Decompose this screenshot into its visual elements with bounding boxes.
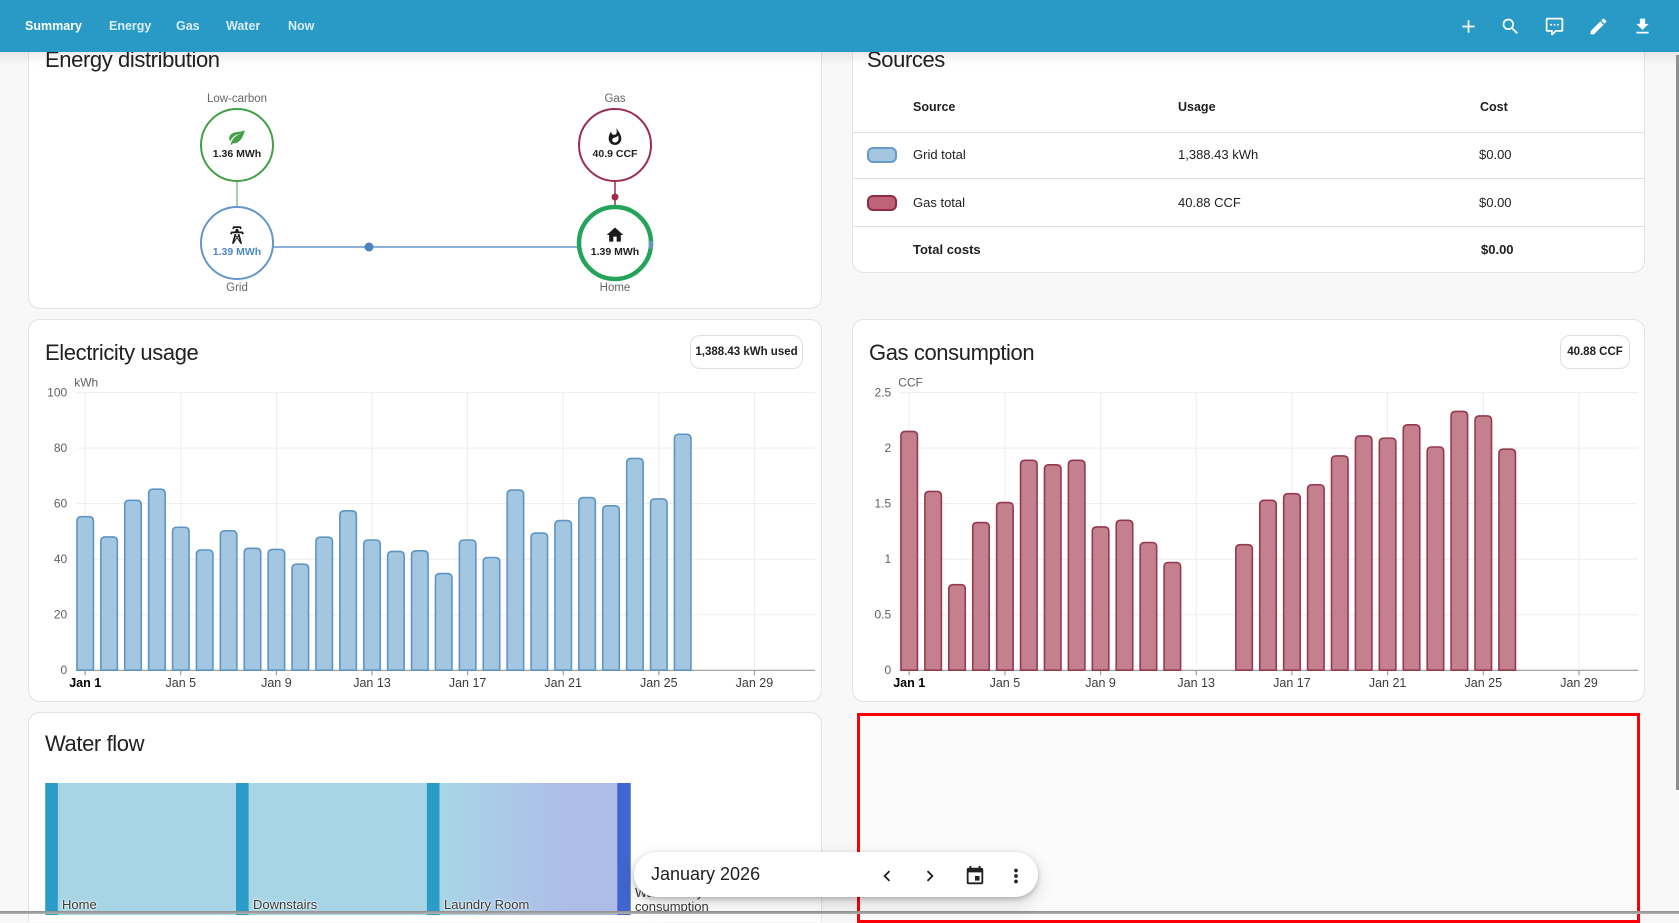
- svg-text:1.39 MWh: 1.39 MWh: [213, 246, 261, 258]
- svg-text:Home: Home: [600, 282, 631, 294]
- svg-text:Low-carbon: Low-carbon: [207, 93, 267, 105]
- svg-text:Grid: Grid: [226, 282, 248, 294]
- svg-text:80: 80: [54, 441, 68, 455]
- svg-text:Jan 1: Jan 1: [893, 676, 925, 690]
- svg-text:Jan 21: Jan 21: [544, 676, 582, 690]
- svg-text:1.5: 1.5: [875, 497, 892, 511]
- svg-text:Jan 29: Jan 29: [736, 676, 774, 690]
- svg-text:100: 100: [47, 386, 67, 400]
- svg-text:Jan 5: Jan 5: [166, 676, 197, 690]
- svg-text:1.36 MWh: 1.36 MWh: [213, 148, 261, 160]
- svg-text:Jan 9: Jan 9: [1085, 676, 1116, 690]
- svg-text:1.39 MWh: 1.39 MWh: [591, 246, 639, 258]
- svg-text:Jan 21: Jan 21: [1369, 676, 1407, 690]
- svg-text:Jan 9: Jan 9: [261, 676, 292, 690]
- svg-text:kWh: kWh: [74, 376, 98, 390]
- svg-text:Jan 25: Jan 25: [1465, 676, 1503, 690]
- svg-text:Jan 13: Jan 13: [353, 676, 391, 690]
- svg-text:Jan 29: Jan 29: [1560, 676, 1598, 690]
- svg-text:Jan 1: Jan 1: [69, 676, 101, 690]
- svg-text:Jan 17: Jan 17: [449, 676, 487, 690]
- svg-text:2.5: 2.5: [875, 386, 892, 400]
- svg-text:0.5: 0.5: [875, 608, 892, 622]
- svg-text:20: 20: [54, 608, 68, 622]
- svg-text:Jan 5: Jan 5: [990, 676, 1021, 690]
- svg-text:CCF: CCF: [898, 376, 923, 390]
- svg-text:Gas: Gas: [604, 93, 625, 105]
- svg-text:0: 0: [885, 663, 892, 677]
- svg-text:1: 1: [885, 552, 892, 566]
- svg-text:40.9 CCF: 40.9 CCF: [593, 148, 639, 160]
- svg-text:Jan 25: Jan 25: [640, 676, 678, 690]
- svg-text:60: 60: [54, 497, 68, 511]
- svg-text:0: 0: [61, 663, 68, 677]
- svg-text:Jan 17: Jan 17: [1273, 676, 1311, 690]
- svg-text:Jan 13: Jan 13: [1177, 676, 1215, 690]
- svg-text:40: 40: [54, 552, 68, 566]
- svg-text:2: 2: [885, 441, 892, 455]
